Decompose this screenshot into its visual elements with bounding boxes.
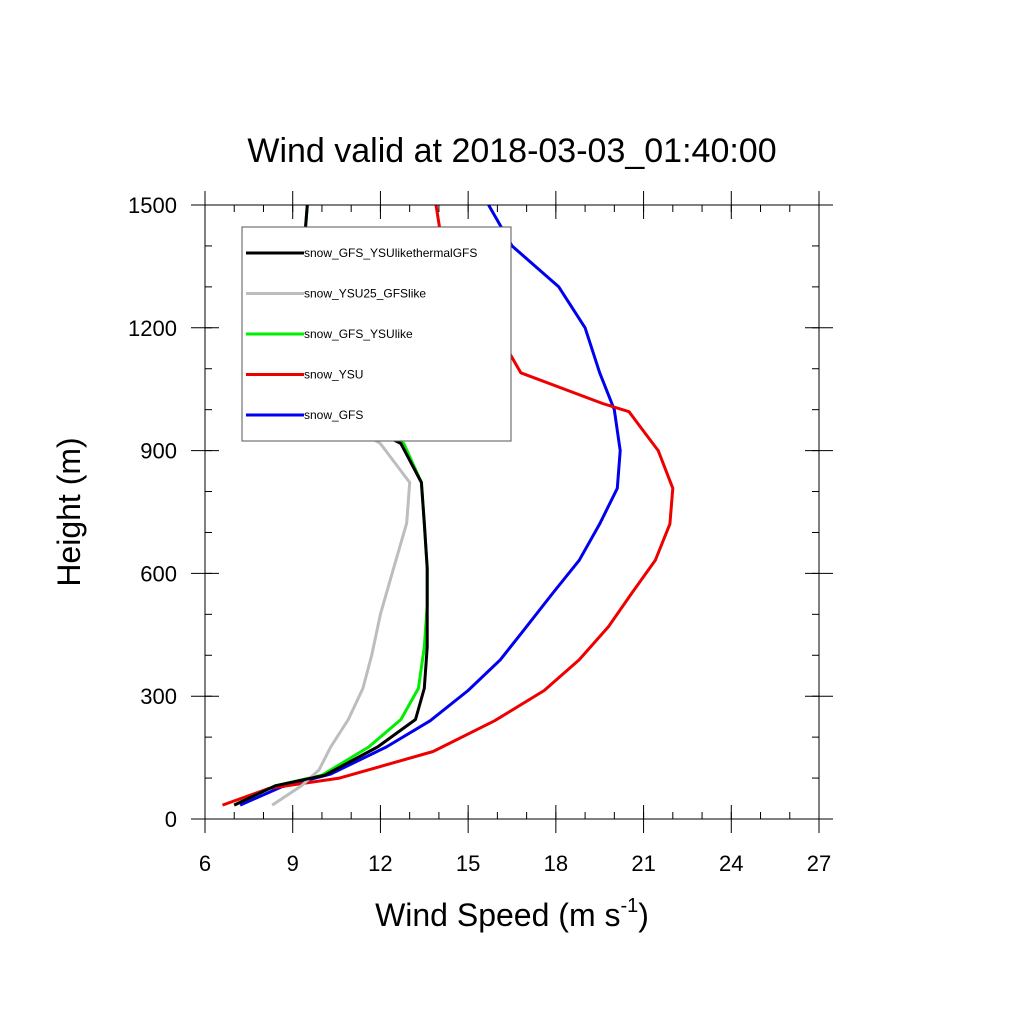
x-axis-label-end: ) xyxy=(638,897,649,933)
legend-label: snow_GFS_YSUlikethermalGFS xyxy=(304,246,477,260)
x-tick-label: 18 xyxy=(544,851,568,876)
chart-title: Wind valid at 2018-03-03_01:40:00 xyxy=(247,132,776,170)
x-tick-label: 21 xyxy=(631,851,655,876)
y-tick-label: 300 xyxy=(140,684,177,709)
x-axis-label-main: Wind Speed (m s xyxy=(375,897,620,933)
y-tick-label: 1200 xyxy=(128,316,177,341)
series-line-snow-gfs xyxy=(239,204,622,807)
y-tick-label: 900 xyxy=(140,439,177,464)
plot-frame xyxy=(204,204,820,820)
legend-label: snow_YSU xyxy=(304,368,363,382)
x-tick-label: 12 xyxy=(368,851,392,876)
x-tick-label: 9 xyxy=(287,851,299,876)
x-axis-label-superscript: -1 xyxy=(620,895,638,917)
y-tick-label: 1500 xyxy=(128,193,177,218)
x-tick-label: 24 xyxy=(719,851,743,876)
x-tick-label: 15 xyxy=(456,851,480,876)
y-tick-label: 0 xyxy=(165,807,177,832)
x-axis-label: Wind Speed (m s-1) xyxy=(375,895,649,933)
legend-label: snow_YSU25_GFSlike xyxy=(304,287,426,301)
legend-label: snow_GFS xyxy=(304,408,363,422)
legend-label: snow_GFS_YSUlike xyxy=(304,327,413,341)
y-axis-label: Height (m) xyxy=(51,437,87,586)
x-tick-label: 27 xyxy=(807,851,831,876)
x-tick-label: 6 xyxy=(199,851,211,876)
legend: snow_GFS_YSUlikethermalGFS snow_YSU25_GFS… xyxy=(241,226,512,442)
y-tick-label: 600 xyxy=(140,561,177,586)
